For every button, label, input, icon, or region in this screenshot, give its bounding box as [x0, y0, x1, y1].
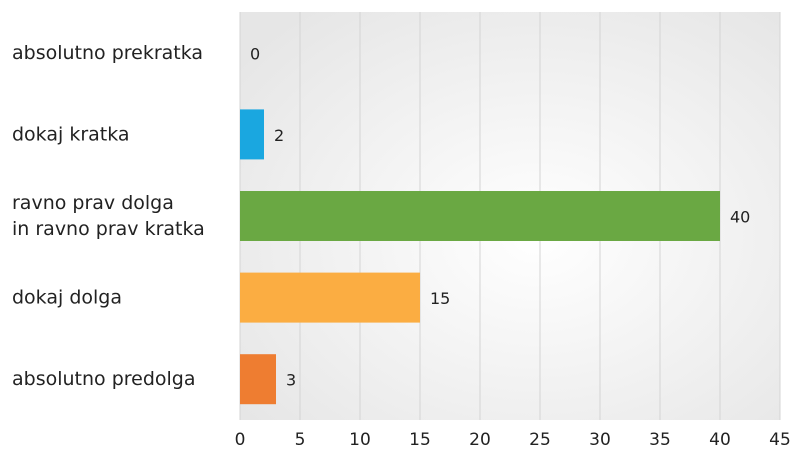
- x-tick-label: 10: [349, 430, 371, 450]
- x-tick-label: 40: [709, 430, 731, 450]
- y-tick-label: dokaj dolga: [12, 286, 122, 308]
- x-tick-label: 20: [469, 430, 491, 450]
- value-label: 2: [274, 126, 284, 145]
- y-tick-label: absolutno prekratka: [12, 41, 203, 63]
- x-tick-label: 5: [295, 430, 306, 450]
- value-label: 0: [250, 44, 260, 63]
- x-tick-label: 0: [235, 430, 246, 450]
- bar: [240, 109, 264, 160]
- y-tick-label: ravno prav dolga in ravno prav kratka: [12, 192, 205, 240]
- y-tick-label: absolutno predolga: [12, 368, 196, 390]
- x-tick-label: 35: [649, 430, 671, 450]
- y-tick-label: dokaj kratka: [12, 123, 130, 145]
- x-tick-label: 45: [769, 430, 791, 450]
- value-label: 40: [730, 208, 750, 227]
- value-label: 15: [430, 289, 450, 308]
- bar: [240, 191, 720, 241]
- x-tick-label: 25: [529, 430, 551, 450]
- x-tick-label: 30: [589, 430, 611, 450]
- bar: [240, 272, 420, 323]
- x-tick-label: 15: [409, 430, 431, 450]
- value-label: 3: [286, 371, 296, 390]
- bar: [240, 354, 276, 405]
